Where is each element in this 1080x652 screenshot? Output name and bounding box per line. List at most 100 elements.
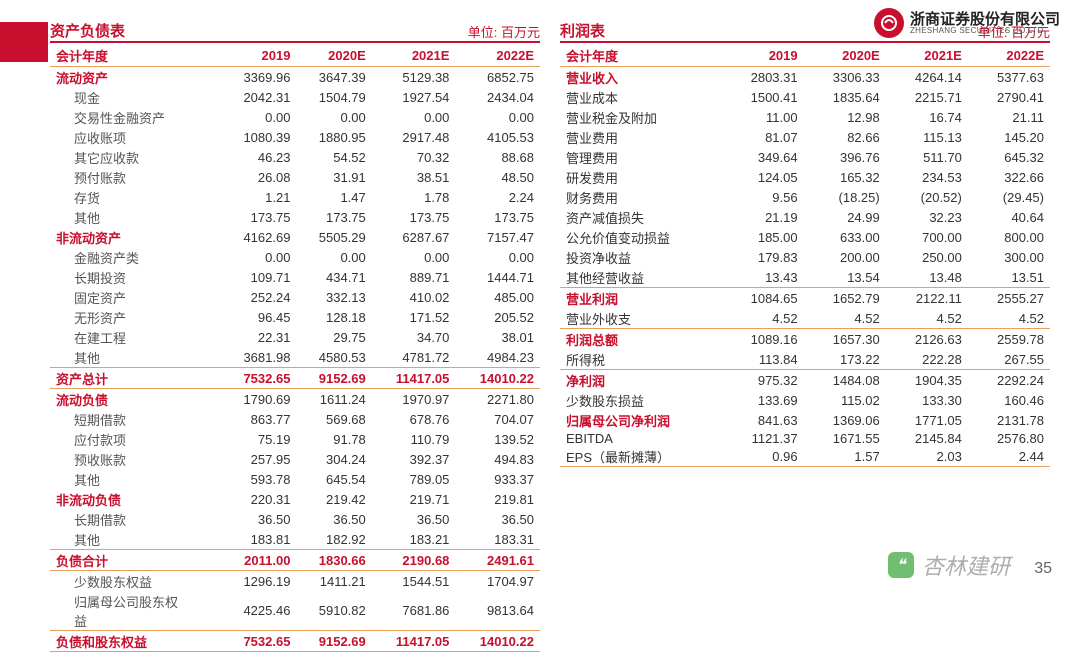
cell-value: 7681.86 <box>372 591 456 631</box>
cell-value: 1444.71 <box>455 267 540 287</box>
cell-value: 160.46 <box>968 390 1050 410</box>
cell-value: 185.00 <box>721 227 803 247</box>
cell-value: 219.71 <box>372 489 456 509</box>
row-label: 归属母公司股东权益 <box>50 591 221 631</box>
cell-value: 2190.68 <box>372 550 456 571</box>
cell-value: 40.64 <box>968 207 1050 227</box>
cell-value: 1652.79 <box>804 288 886 309</box>
row-label: 归属母公司净利润 <box>560 410 721 430</box>
row-label: 长期借款 <box>50 509 221 529</box>
row-label: 其它应收款 <box>50 147 221 167</box>
cell-value: 32.23 <box>886 207 968 227</box>
cell-value: 183.81 <box>221 529 296 550</box>
cell-value: 115.02 <box>804 390 886 410</box>
cell-value: 841.63 <box>721 410 803 430</box>
red-accent-bar <box>0 22 48 62</box>
cell-value: 2122.11 <box>886 288 968 309</box>
logo-cn: 浙商证券股份有限公司 <box>910 12 1060 27</box>
col-header-year: 2021E <box>372 45 456 67</box>
row-label: 存货 <box>50 187 221 207</box>
cell-value: 1771.05 <box>886 410 968 430</box>
cell-value: 704.07 <box>455 409 540 429</box>
cell-value: (20.52) <box>886 187 968 207</box>
cell-value: 1927.54 <box>372 87 456 107</box>
cell-value: 9152.69 <box>296 631 371 652</box>
cell-value: 5910.82 <box>296 591 371 631</box>
row-label: 预收账款 <box>50 449 221 469</box>
row-label: 所得税 <box>560 349 721 370</box>
row-label: EBITDA <box>560 430 721 446</box>
cell-value: 700.00 <box>886 227 968 247</box>
row-label: 资产减值损失 <box>560 207 721 227</box>
cell-value: 678.76 <box>372 409 456 429</box>
row-label: 管理费用 <box>560 147 721 167</box>
cell-value: 139.52 <box>455 429 540 449</box>
cell-value: 13.48 <box>886 267 968 288</box>
cell-value: 21.19 <box>721 207 803 227</box>
cell-value: 645.54 <box>296 469 371 489</box>
cell-value: 252.24 <box>221 287 296 307</box>
cell-value: 2145.84 <box>886 430 968 446</box>
cell-value: 633.00 <box>804 227 886 247</box>
cell-value: 29.75 <box>296 327 371 347</box>
cell-value: 2011.00 <box>221 550 296 571</box>
row-label: 预付账款 <box>50 167 221 187</box>
cell-value: 4162.69 <box>221 227 296 247</box>
cell-value: 182.92 <box>296 529 371 550</box>
cell-value: 1484.08 <box>804 370 886 391</box>
income-statement-table: 会计年度20192020E2021E2022E 营业收入2803.313306.… <box>560 45 1050 467</box>
row-label: 流动资产 <box>50 67 221 88</box>
cell-value: 12.98 <box>804 107 886 127</box>
row-label: 在建工程 <box>50 327 221 347</box>
cell-value: 179.83 <box>721 247 803 267</box>
col-header-year: 2019 <box>221 45 296 67</box>
cell-value: 200.00 <box>804 247 886 267</box>
cell-value: 9152.69 <box>296 368 371 389</box>
cell-value: 173.75 <box>296 207 371 227</box>
row-label: 其他 <box>50 529 221 550</box>
cell-value: 3681.98 <box>221 347 296 368</box>
cell-value: 4781.72 <box>372 347 456 368</box>
cell-value: 1970.97 <box>372 389 456 410</box>
col-header-year: 2020E <box>804 45 886 67</box>
cell-value: 0.00 <box>455 247 540 267</box>
cell-value: 2.44 <box>968 446 1050 467</box>
cell-value: 2215.71 <box>886 87 968 107</box>
cell-value: 9813.64 <box>455 591 540 631</box>
cell-value: 14010.22 <box>455 368 540 389</box>
cell-value: 267.55 <box>968 349 1050 370</box>
cell-value: 410.02 <box>372 287 456 307</box>
cell-value: 6852.75 <box>455 67 540 88</box>
cell-value: 2131.78 <box>968 410 1050 430</box>
cell-value: 1904.35 <box>886 370 968 391</box>
cell-value: 0.96 <box>721 446 803 467</box>
cell-value: 322.66 <box>968 167 1050 187</box>
cell-value: 219.81 <box>455 489 540 509</box>
row-label: 无形资产 <box>50 307 221 327</box>
cell-value: 34.70 <box>372 327 456 347</box>
cell-value: 22.31 <box>221 327 296 347</box>
cell-value: 145.20 <box>968 127 1050 147</box>
cell-value: 205.52 <box>455 307 540 327</box>
cell-value: 173.75 <box>372 207 456 227</box>
cell-value: 975.32 <box>721 370 803 391</box>
cell-value: 1835.64 <box>804 87 886 107</box>
cell-value: 110.79 <box>372 429 456 449</box>
left-unit: 单位: 百万元 <box>468 22 540 41</box>
cell-value: 36.50 <box>296 509 371 529</box>
cell-value: 250.00 <box>886 247 968 267</box>
cell-value: 36.50 <box>221 509 296 529</box>
row-label: 应收账项 <box>50 127 221 147</box>
balance-sheet-table: 会计年度20192020E2021E2022E 流动资产3369.963647.… <box>50 45 540 652</box>
cell-value: 0.00 <box>372 247 456 267</box>
cell-value: (29.45) <box>968 187 1050 207</box>
col-header-year: 2021E <box>886 45 968 67</box>
cell-value: 0.00 <box>296 247 371 267</box>
cell-value: 1880.95 <box>296 127 371 147</box>
row-label: 应付款项 <box>50 429 221 449</box>
cell-value: 1.21 <box>221 187 296 207</box>
cell-value: 133.69 <box>721 390 803 410</box>
cell-value: 91.78 <box>296 429 371 449</box>
row-label: 营业成本 <box>560 87 721 107</box>
col-header-year: 2022E <box>455 45 540 67</box>
